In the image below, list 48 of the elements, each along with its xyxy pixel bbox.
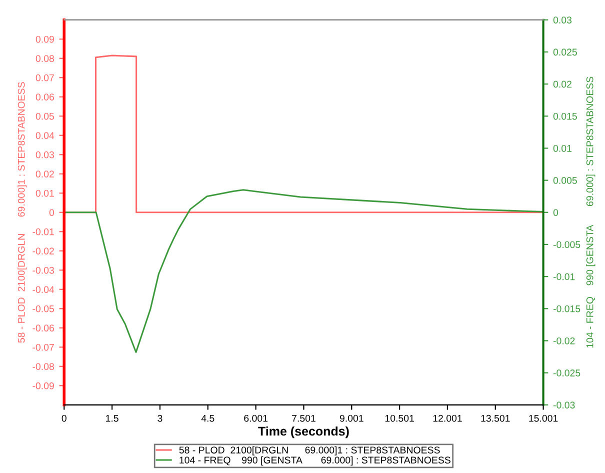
y2-tick-label: -0.01 — [553, 273, 575, 280]
y-tick-label: -0.08 — [32, 363, 54, 370]
y2-tick-label: 0.01 — [553, 144, 572, 152]
x-axis-title: Time (seconds) — [258, 426, 349, 438]
y-tick-label: 0.01 — [36, 190, 54, 197]
y-tick-label: 0.08 — [36, 55, 54, 62]
y2-tick-label: -0.02 — [553, 337, 575, 344]
legend-label: 104 - FREQ 990 [GENSTA 69.000] : STEP8STABNOESS — [180, 456, 450, 466]
y-tick-label: -0.05 — [32, 305, 54, 312]
y-tick-label: 0.03 — [36, 151, 54, 158]
x-tick-label: 13.501 — [481, 414, 510, 422]
y-tick-label: 0.04 — [36, 132, 54, 139]
x-tick-label: 0 — [62, 414, 66, 422]
y-tick-label: -0.01 — [32, 228, 54, 236]
y-tick-label: 0.05 — [36, 112, 54, 120]
y2-tick-label: 0.03 — [553, 16, 572, 24]
y-tick-label: -0.07 — [32, 344, 54, 351]
y2-tick-label: 0.015 — [553, 112, 577, 120]
y2-tick-label: 0.02 — [553, 80, 572, 88]
y-tick-label: -0.03 — [32, 266, 54, 274]
legend-label: 58 - PLOD 2100[DRGLN 69.000]1 : STEP8STABNOESS — [179, 446, 440, 456]
y2-axis-title: 104 - FREQ 990 [GENSTA 69.000] : STEP8STABNOESS — [586, 76, 596, 348]
y2-tick-label: 0 — [553, 209, 558, 216]
y2-tick-label: -0.025 — [553, 370, 580, 376]
y-tick-label: -0.02 — [32, 248, 54, 254]
y-tick-label: 0.06 — [36, 94, 54, 100]
x-tick-label: 9.001 — [340, 414, 364, 422]
y2-tick-label: -0.03 — [553, 402, 575, 409]
y2-tick-label: 0.005 — [553, 177, 577, 184]
x-tick-label: 3 — [158, 414, 162, 422]
y-tick-label: -0.09 — [32, 382, 54, 390]
y-tick-label: 0.09 — [36, 36, 54, 43]
x-tick-label: 1.5 — [106, 414, 118, 422]
y-tick-label: 0 — [49, 209, 54, 216]
x-tick-label: 4.5 — [201, 414, 214, 422]
y-tick-label: -0.06 — [32, 324, 54, 332]
y2-tick-label: -0.015 — [553, 305, 580, 312]
x-tick-label: 7.501 — [292, 414, 316, 422]
y2-tick-label: 0.025 — [553, 48, 577, 56]
y2-tick-label: -0.005 — [553, 241, 580, 248]
x-tick-label: 6.001 — [244, 414, 268, 422]
y-tick-label: -0.04 — [32, 286, 54, 293]
x-tick-label: 12.001 — [433, 414, 462, 422]
x-tick-label: 10.501 — [385, 414, 414, 422]
y-axis-title: 58 - PLOD 2100[DRGLN 69.000]1 : STEP8STABNOESS — [18, 82, 27, 343]
y-tick-label: 0.02 — [36, 170, 54, 178]
y-tick-label: 0.07 — [36, 74, 54, 82]
x-tick-label: 15.001 — [529, 414, 558, 422]
